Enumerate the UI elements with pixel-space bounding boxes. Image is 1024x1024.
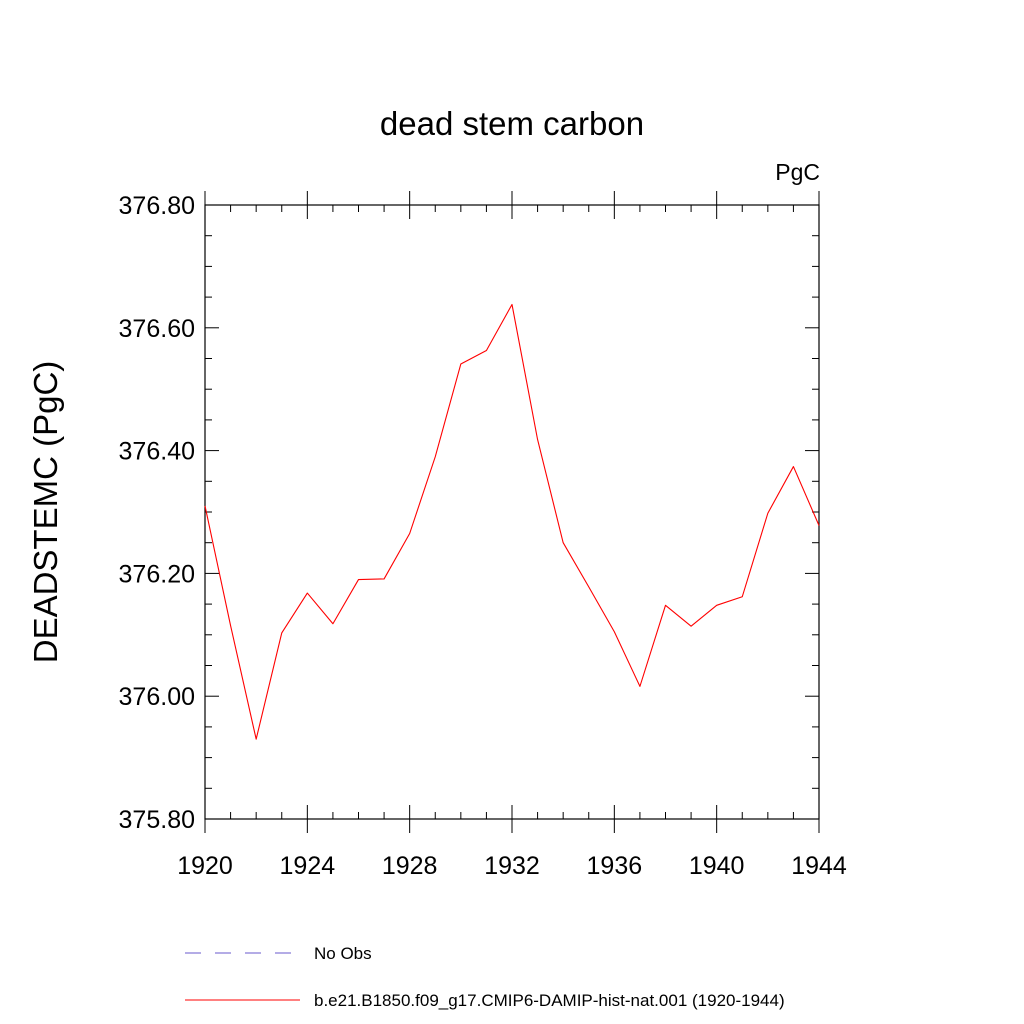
- x-tick-label: 1940: [689, 852, 745, 880]
- x-tick-label: 1932: [484, 852, 540, 880]
- x-axis-ticks: 1920 1924 1928 1932 1936 1940 1944: [177, 191, 847, 880]
- x-tick-label: 1924: [280, 852, 336, 880]
- plot-frame: [204, 204, 820, 820]
- y-axis-label: DEADSTEMC (PgC): [27, 361, 64, 664]
- x-tick-label: 1928: [382, 852, 438, 880]
- chart-title: dead stem carbon: [380, 105, 644, 142]
- y-axis-ticks: 375.80 376.00 376.20 376.40 376.60 376.80: [119, 192, 819, 834]
- x-tick-label: 1920: [177, 852, 233, 880]
- y-tick-label: 376.00: [119, 683, 195, 711]
- units-label: PgC: [775, 159, 820, 185]
- series-line: [204, 303, 820, 740]
- series-group: [204, 303, 820, 740]
- legend-label-model: b.e21.B1850.f09_g17.CMIP6-DAMIP-hist-nat…: [314, 991, 785, 1010]
- y-tick-label: 376.60: [119, 315, 195, 343]
- y-tick-label: 376.80: [119, 192, 195, 220]
- legend: No Obs b.e21.B1850.f09_g17.CMIP6-DAMIP-h…: [185, 944, 785, 1010]
- x-tick-label: 1936: [587, 852, 643, 880]
- legend-label-no-obs: No Obs: [314, 944, 372, 963]
- y-tick-label: 375.80: [119, 806, 195, 834]
- x-tick-label: 1944: [791, 852, 847, 880]
- y-tick-label: 376.20: [119, 560, 195, 588]
- y-tick-label: 376.40: [119, 438, 195, 466]
